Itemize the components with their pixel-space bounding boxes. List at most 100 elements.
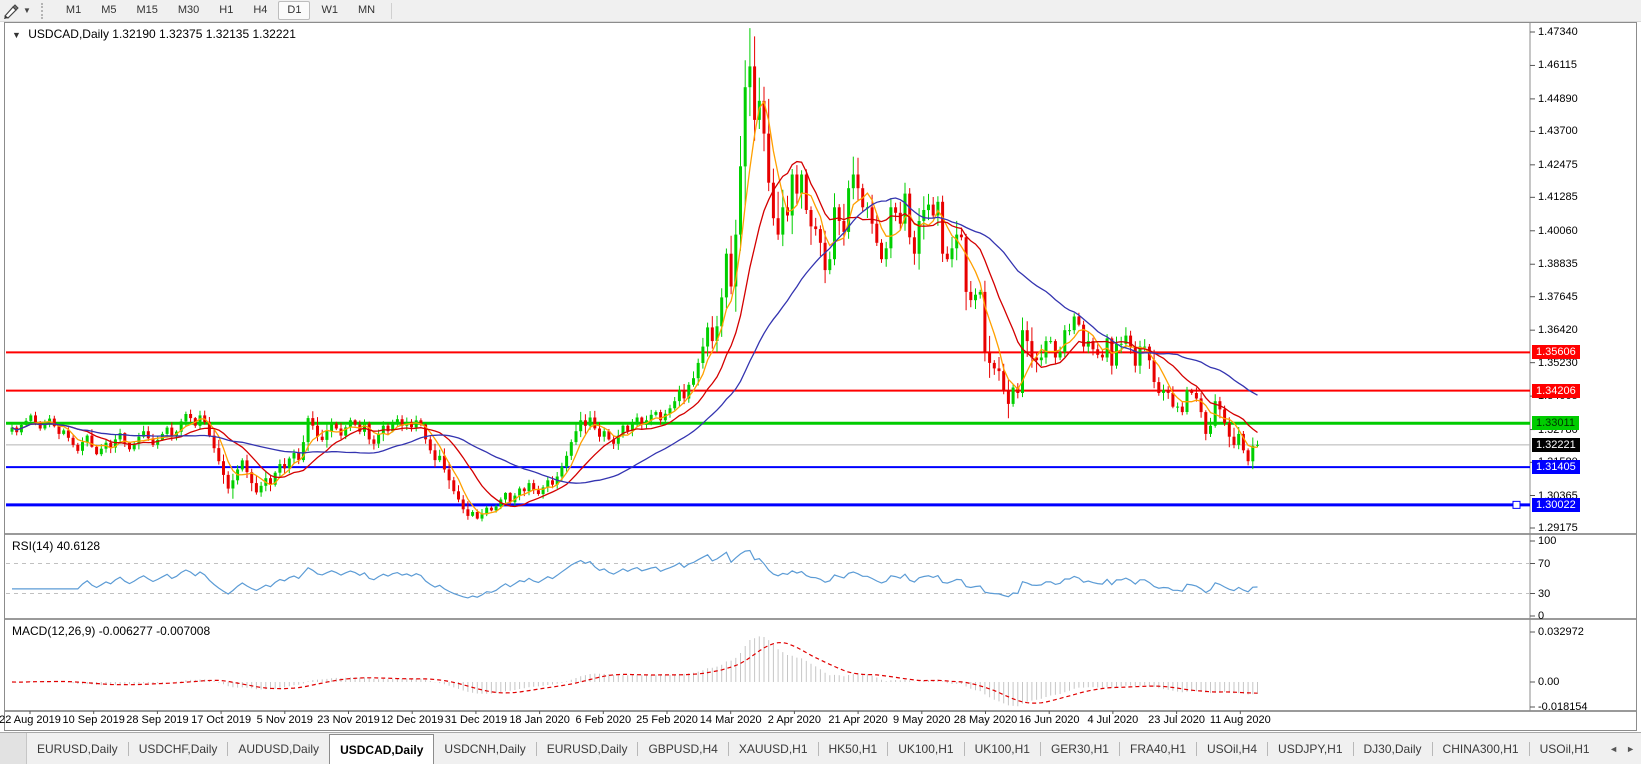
level-price-tag: 1.35606 (1532, 345, 1580, 360)
date-axis-label: 4 Jul 2020 (1087, 714, 1139, 726)
date-axis-label: 22 Aug 2019 (0, 714, 61, 726)
symbol-dropdown-icon[interactable]: ▼ (12, 30, 21, 40)
symbol-tab-uk100-h1[interactable]: UK100,H1 (974, 742, 1030, 756)
current-price-tag: 1.32221 (1532, 437, 1580, 452)
timeframe-button-h1[interactable]: H1 (219, 4, 234, 16)
symbol-tab-gbpusd-h4[interactable]: GBPUSD,H4 (648, 742, 718, 756)
price-axis-label: 1.44890 (1538, 92, 1578, 105)
symbol-label: USDCAD,Daily (28, 27, 109, 41)
symbol-tab-dj30-daily[interactable]: DJ30,Daily (1363, 742, 1422, 756)
rsi-line (12, 549, 1258, 599)
tab-divider (817, 742, 819, 756)
date-axis-label: 18 Jan 2020 (509, 714, 570, 726)
candlestick-bodies (10, 66, 1259, 519)
tab-scroll-right-icon[interactable]: ► (1626, 744, 1635, 754)
ma-line-ma-fast (11, 100, 1258, 515)
macd-histogram (16, 636, 1258, 707)
timeframe-button-h4[interactable]: H4 (253, 4, 268, 16)
tab-divider (887, 742, 889, 756)
tab-divider (727, 742, 729, 756)
timeframe-button-m5[interactable]: M5 (101, 4, 117, 16)
macd-indicator-label: MACD(12,26,9) -0.006277 -0.007008 (12, 624, 210, 638)
bearish-wicks (16, 36, 1249, 520)
date-axis-label: 21 Apr 2020 (828, 714, 888, 726)
level-price-tag: 1.34206 (1532, 383, 1580, 398)
pen-tool-icon (4, 3, 19, 19)
tab-divider (963, 742, 965, 756)
date-axis-label: 12 Dec 2019 (380, 714, 444, 726)
symbol-tab-bar: EURUSD,Daily USDCHF,Daily AUDUSD,Daily USDC… (0, 732, 1641, 764)
date-axis-label: 10 Sep 2019 (62, 714, 125, 726)
symbol-tab-usdcnh-daily[interactable]: USDCNH,Daily (444, 742, 526, 756)
draw-tool-button[interactable] (2, 3, 20, 19)
rsi-indicator-label: RSI(14) 40.6128 (12, 539, 100, 553)
macd-name: MACD(12,26,9) (12, 624, 96, 638)
tab-bar-corner (0, 733, 27, 764)
timeframe-button-m15[interactable]: M15 (136, 4, 158, 16)
bullish-wicks (11, 28, 1258, 522)
date-axis-label: 5 Nov 2019 (256, 714, 313, 726)
tool-dropdown-arrow[interactable]: ▼ (23, 6, 31, 15)
ohlc-close: 1.32221 (252, 27, 296, 41)
date-axis-label: 14 Mar 2020 (699, 714, 762, 726)
price-axis-label: 1.42475 (1538, 158, 1578, 171)
toolbar-grip[interactable] (40, 2, 48, 19)
macd-value: -0.006277 (98, 624, 153, 638)
tab-scroll-arrows: ◄ ► (1603, 733, 1641, 764)
rsi-value: 40.6128 (56, 539, 101, 553)
symbol-tab-hk50-h1[interactable]: HK50,H1 (828, 742, 878, 756)
ma-line-ma-mid (11, 160, 1258, 508)
price-axis-label: 1.35230 (1538, 356, 1578, 369)
chart-title: ▼ USDCAD,Daily 1.32190 1.32375 1.32135 1… (12, 27, 296, 41)
macd-scale-label: -0.018154 (1538, 701, 1588, 713)
level-price-tag: 1.31405 (1532, 460, 1580, 475)
symbol-tab-ger30-h1[interactable]: GER30,H1 (1050, 742, 1109, 756)
symbol-tab-china300-h1[interactable]: CHINA300,H1 (1442, 742, 1519, 756)
line-drag-handle[interactable] (1512, 500, 1521, 509)
tab-divider (227, 742, 229, 756)
level-price-tag: 1.30022 (1532, 497, 1580, 512)
tab-divider (127, 742, 129, 756)
symbol-tab-usdcad-daily[interactable]: USDCAD,Daily (329, 734, 435, 764)
timeframe-button-m1[interactable]: M1 (65, 4, 82, 16)
symbol-tab-audusd-daily[interactable]: AUDUSD,Daily (238, 742, 320, 756)
rsi-scale-label: 70 (1538, 557, 1551, 570)
date-axis-label: 28 Sep 2019 (126, 714, 189, 726)
tab-scroll-left-icon[interactable]: ◄ (1609, 744, 1619, 754)
timeframe-button-m30[interactable]: M30 (177, 4, 200, 16)
date-axis-label: 28 May 2020 (953, 714, 1018, 726)
chart-window-frame (4, 22, 1637, 731)
toolbar-separator (391, 2, 393, 19)
timeframe-button-d1[interactable]: D1 (278, 1, 311, 20)
rsi-scale-label: 100 (1538, 535, 1557, 547)
tab-divider (535, 742, 537, 756)
tab-divider (1352, 742, 1354, 756)
price-axis-label: 1.40060 (1538, 224, 1578, 237)
symbol-tab-usoil-h4[interactable]: USOil,H4 (1207, 742, 1258, 756)
symbol-tab-usdjpy-h1[interactable]: USDJPY,H1 (1278, 742, 1343, 756)
price-axis-label: 1.38835 (1538, 258, 1578, 271)
timeframe-buttons: M1 M5 M15 M30 H1 H4 D1 W1 MN (56, 1, 385, 20)
ma-line-ma-slow (11, 197, 1258, 484)
symbol-tab-eurusd-daily[interactable]: EURUSD,Daily (546, 742, 628, 756)
date-axis-label: 25 Feb 2020 (636, 714, 698, 726)
symbol-tab-usdchf-daily[interactable]: USDCHF,Daily (138, 742, 218, 756)
date-axis-label: 31 Dec 2019 (444, 714, 508, 726)
price-axis-label: 1.29175 (1538, 521, 1578, 534)
tab-divider (1039, 742, 1041, 756)
timeframe-button-w1[interactable]: W1 (321, 4, 338, 16)
price-axis-label: 1.36420 (1538, 324, 1578, 337)
symbol-tab-fra40-h1[interactable]: FRA40,H1 (1129, 742, 1187, 756)
ohlc-low: 1.32135 (205, 27, 250, 41)
tab-divider (637, 742, 639, 756)
date-axis-label: 11 Aug 2020 (1209, 714, 1271, 726)
symbol-tab-eurusd-daily[interactable]: EURUSD,Daily (37, 742, 118, 756)
symbol-tab-xauusd-h1[interactable]: XAUUSD,H1 (738, 742, 808, 756)
symbol-tab-usoil-h1[interactable]: USOil,H1 (1539, 742, 1590, 756)
price-axis-label: 1.37645 (1538, 290, 1578, 303)
timeframe-button-mn[interactable]: MN (357, 4, 376, 16)
symbol-tab-uk100-h1[interactable]: UK100,H1 (898, 742, 954, 756)
ohlc-high: 1.32375 (159, 27, 203, 41)
